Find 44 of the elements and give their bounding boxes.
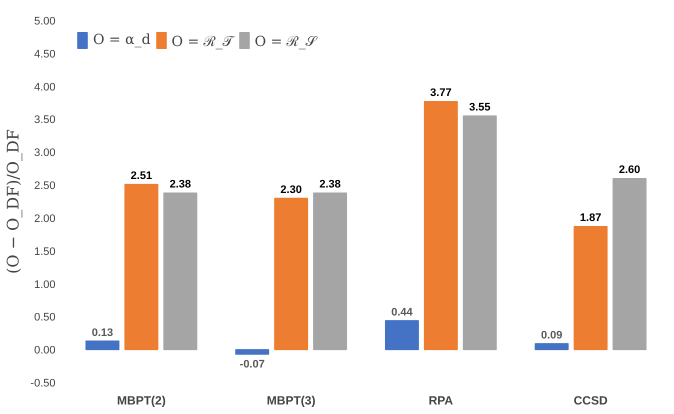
bar bbox=[235, 349, 270, 355]
y-tick-label: 0.50 bbox=[34, 312, 56, 324]
data-label: 2.30 bbox=[280, 184, 302, 196]
y-tick-label: 3.50 bbox=[34, 114, 56, 126]
x-tick-label: RPA bbox=[428, 394, 454, 408]
data-label: -0.07 bbox=[240, 358, 265, 370]
x-tick-label: MBPT(3) bbox=[266, 394, 316, 408]
y-tick-label: 4.00 bbox=[34, 81, 56, 94]
data-label: 0.13 bbox=[92, 326, 114, 339]
y-tick-label: 2.50 bbox=[34, 180, 56, 192]
bar bbox=[274, 198, 308, 350]
y-tick-label: 5.00 bbox=[34, 16, 56, 28]
data-label: 3.77 bbox=[430, 87, 452, 100]
x-tick-label: CCSD bbox=[574, 394, 608, 408]
bar bbox=[612, 178, 647, 350]
y-tick-label: 3.00 bbox=[34, 147, 56, 160]
data-label: 0.44 bbox=[391, 306, 414, 318]
data-label: 0.09 bbox=[540, 329, 562, 342]
bar bbox=[85, 340, 120, 350]
y-tick-label: 4.50 bbox=[34, 48, 56, 60]
bar bbox=[534, 343, 569, 350]
bar bbox=[163, 192, 198, 350]
y-tick-label: 1.50 bbox=[34, 246, 56, 258]
y-axis-title: (O − O_DF)/O_DF bbox=[3, 129, 22, 274]
y-tick-label: 2.00 bbox=[34, 212, 56, 225]
data-label: 2.51 bbox=[130, 170, 152, 182]
x-tick-label: MBPT(2) bbox=[117, 394, 166, 408]
y-tick-label: 1.00 bbox=[34, 278, 56, 291]
bar bbox=[384, 320, 419, 350]
y-tick-label: -0.50 bbox=[30, 378, 56, 390]
data-label: 3.55 bbox=[469, 102, 491, 114]
y-tick-label: 0.00 bbox=[34, 344, 56, 357]
legend-label: O = ℛ_𝒯 bbox=[172, 32, 234, 50]
data-label: 2.38 bbox=[319, 178, 341, 191]
data-label: 2.60 bbox=[618, 164, 640, 176]
bar bbox=[424, 100, 458, 350]
bar bbox=[462, 115, 497, 350]
bar bbox=[124, 184, 158, 350]
legend-label: O = ℛ_𝒮 bbox=[254, 32, 317, 50]
bar bbox=[574, 226, 608, 350]
legend-label: O = α_d bbox=[93, 32, 151, 48]
data-label: 2.38 bbox=[170, 178, 192, 191]
data-label: 1.87 bbox=[580, 212, 602, 224]
bar bbox=[313, 192, 348, 350]
